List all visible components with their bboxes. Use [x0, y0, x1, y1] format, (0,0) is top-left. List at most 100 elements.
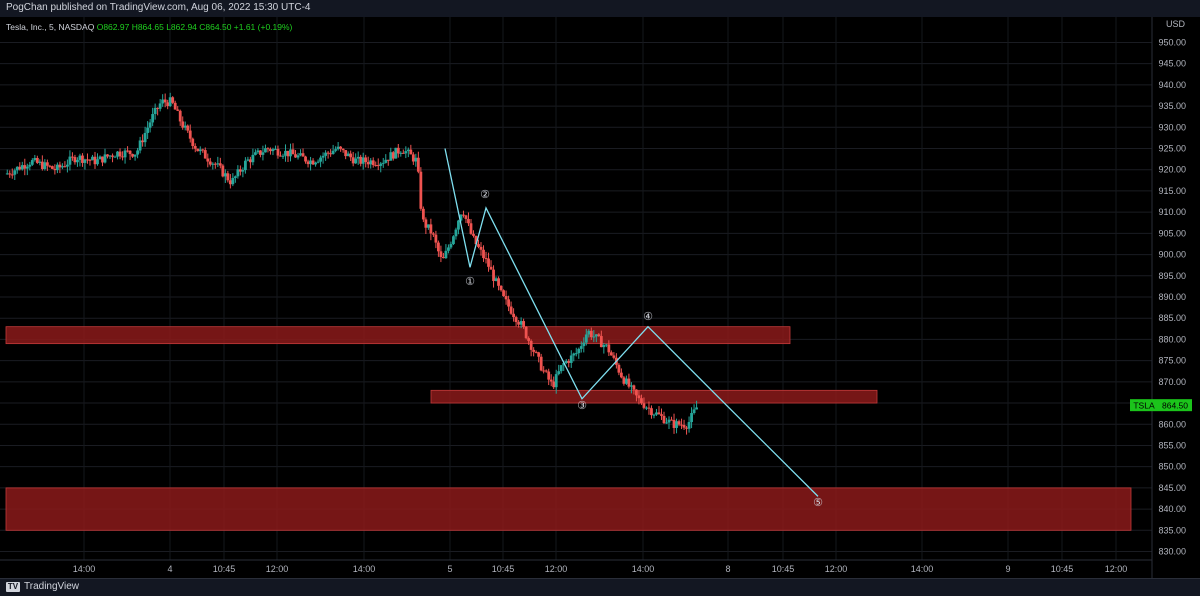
candle-body — [635, 389, 638, 396]
candle-body — [331, 150, 335, 154]
candle-body — [459, 214, 463, 221]
candle-body — [467, 218, 470, 224]
candle-body — [487, 258, 490, 267]
x-tick-label: 14:00 — [911, 564, 934, 574]
tradingview-logo[interactable]: TV TradingView — [6, 581, 79, 592]
price-axis[interactable] — [1152, 17, 1200, 578]
candle-body — [161, 99, 165, 104]
candle-body — [5, 173, 9, 175]
candle-body — [211, 163, 215, 165]
symbol-tag-label: TSLA — [1133, 401, 1155, 411]
candle-body — [336, 146, 340, 150]
chart-area[interactable]: ① ② ③ ④ ⑤ 830.00 835.00 840.00 845.00 850.00 855.0… — [0, 17, 1200, 578]
candle-body — [374, 165, 378, 167]
candle-body — [404, 151, 408, 154]
candle-body — [549, 379, 553, 382]
candle-body — [319, 157, 322, 162]
candle-body — [642, 403, 646, 408]
brand-label: TradingView — [24, 581, 80, 592]
candle-body — [271, 149, 275, 152]
candle-body — [389, 152, 393, 161]
candle-body — [71, 156, 74, 158]
candle-body — [238, 169, 242, 172]
candle-body — [254, 152, 257, 155]
candle-body — [339, 146, 343, 149]
candle-body — [133, 154, 137, 157]
candle-body — [579, 346, 583, 349]
candle-body — [474, 235, 478, 245]
candle-body — [106, 154, 109, 157]
candle-body — [23, 165, 27, 169]
candle-body — [30, 160, 34, 165]
candle-body — [28, 164, 32, 167]
candle-body — [685, 427, 688, 429]
candle-body — [233, 176, 237, 178]
candle-body — [206, 158, 210, 162]
candle-body — [421, 208, 425, 220]
symbol-tag[interactable] — [1130, 399, 1158, 412]
candle-body — [53, 168, 57, 171]
candle-body — [48, 165, 52, 167]
candle-body — [492, 269, 495, 281]
support-resistance-zone[interactable] — [430, 389, 878, 404]
y-tick-label: 875.00 — [1158, 356, 1186, 366]
publisher-bar: PogChan published on TradingView.com, Au… — [0, 0, 1200, 18]
candle-body — [291, 149, 295, 155]
y-tick-label: 950.00 — [1158, 37, 1186, 47]
candle-body — [559, 365, 563, 372]
publisher-text: PogChan published on TradingView.com, Au… — [6, 2, 311, 13]
y-tick-label: 840.00 — [1158, 504, 1186, 514]
candle-body — [158, 103, 162, 109]
candle-body — [178, 110, 182, 122]
candle-body — [361, 157, 365, 164]
y-tick-label: 920.00 — [1158, 165, 1186, 175]
candle-body — [108, 155, 112, 157]
candle-body — [424, 219, 428, 228]
candle-body — [452, 236, 455, 245]
candle-body — [632, 385, 636, 390]
candle-body — [351, 157, 355, 164]
candle-body — [477, 244, 480, 247]
candle-body — [281, 155, 285, 157]
candle-body — [13, 170, 17, 175]
candle-body — [276, 148, 280, 156]
candle-body — [78, 155, 82, 160]
candle-body — [349, 153, 353, 158]
y-tick-label: 895.00 — [1158, 271, 1186, 281]
wave-label: ① — [465, 276, 475, 288]
candle-body — [519, 321, 523, 325]
candle-body — [304, 156, 307, 162]
elliott-wave-line[interactable] — [444, 148, 819, 497]
candle-body — [294, 154, 297, 158]
candle-body — [123, 150, 127, 158]
candle-body — [625, 378, 628, 384]
candle-body — [33, 157, 37, 161]
candle-body — [43, 162, 47, 169]
candle-body — [246, 159, 250, 161]
candle-body — [569, 355, 573, 363]
support-resistance-zone[interactable] — [5, 487, 1132, 531]
candle-body — [18, 166, 22, 170]
candle-body — [359, 156, 363, 164]
y-tick-label: 910.00 — [1158, 207, 1186, 217]
currency-label: USD — [1166, 19, 1186, 29]
candle-body — [166, 102, 170, 107]
y-tick-label: 935.00 — [1158, 101, 1186, 111]
candle-body — [574, 353, 578, 355]
candle-body — [63, 166, 67, 168]
candle-body — [431, 233, 435, 235]
candle-body — [594, 334, 598, 337]
chart-svg[interactable]: ① ② ③ ④ ⑤ 830.00 835.00 840.00 845.00 850.00 855.0… — [0, 17, 1200, 578]
price-tag[interactable] — [1158, 399, 1192, 412]
candle-body — [156, 107, 160, 109]
candle-body — [213, 163, 217, 165]
support-resistance-zone[interactable] — [5, 326, 791, 345]
candle-body — [103, 154, 107, 163]
candle-body — [577, 348, 581, 354]
candle-body — [111, 155, 114, 157]
x-tick-label: 12:00 — [825, 564, 848, 574]
candle-body — [592, 336, 596, 338]
candle-body — [223, 173, 227, 177]
candle-body — [401, 152, 405, 154]
candle-body — [15, 166, 19, 171]
